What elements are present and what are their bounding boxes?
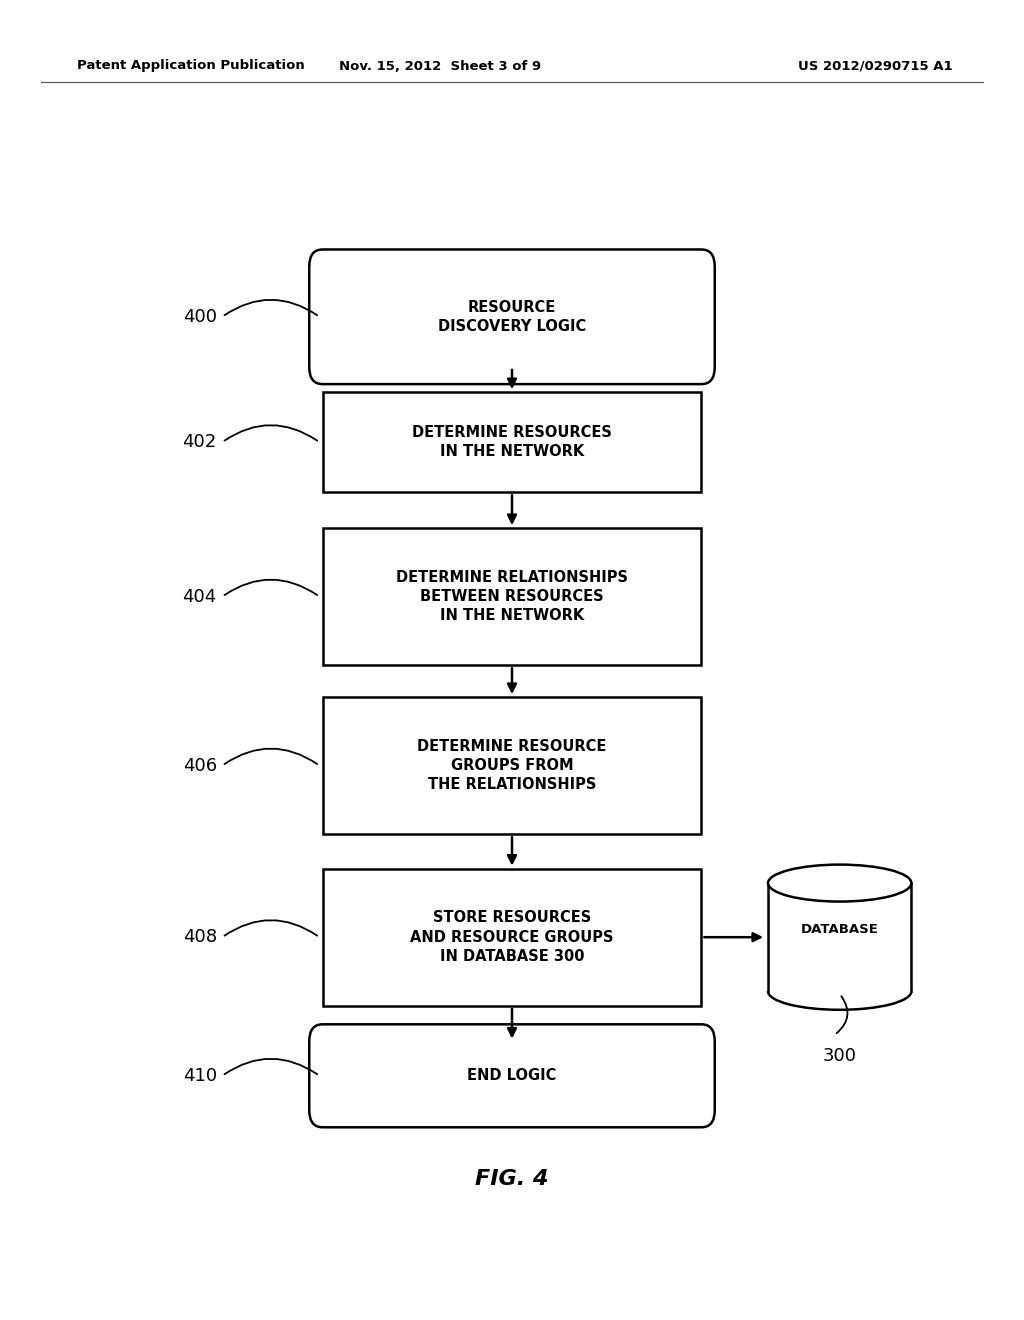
Text: FIG. 4: FIG. 4 (475, 1168, 549, 1189)
Text: 400: 400 (182, 308, 217, 326)
Text: 406: 406 (182, 756, 217, 775)
Text: DETERMINE RESOURCE
GROUPS FROM
THE RELATIONSHIPS: DETERMINE RESOURCE GROUPS FROM THE RELAT… (418, 739, 606, 792)
Bar (323, 697, 701, 834)
Text: DATABASE: DATABASE (801, 923, 879, 936)
Text: DETERMINE RESOURCES
IN THE NETWORK: DETERMINE RESOURCES IN THE NETWORK (412, 425, 612, 459)
Text: RESOURCE
DISCOVERY LOGIC: RESOURCE DISCOVERY LOGIC (438, 300, 586, 334)
FancyBboxPatch shape (309, 249, 715, 384)
Text: STORE RESOURCES
AND RESOURCE GROUPS
IN DATABASE 300: STORE RESOURCES AND RESOURCE GROUPS IN D… (411, 911, 613, 964)
Bar (323, 392, 701, 492)
Text: US 2012/0290715 A1: US 2012/0290715 A1 (798, 59, 952, 73)
FancyBboxPatch shape (309, 1024, 715, 1127)
Text: Patent Application Publication: Patent Application Publication (77, 59, 304, 73)
Ellipse shape (768, 865, 911, 902)
Text: END LOGIC: END LOGIC (467, 1068, 557, 1084)
Text: 300: 300 (822, 1047, 857, 1065)
Text: 404: 404 (182, 587, 217, 606)
Text: Nov. 15, 2012  Sheet 3 of 9: Nov. 15, 2012 Sheet 3 of 9 (339, 59, 542, 73)
Bar (323, 528, 701, 665)
Bar (768, 883, 911, 991)
Bar (323, 869, 701, 1006)
Text: DETERMINE RELATIONSHIPS
BETWEEN RESOURCES
IN THE NETWORK: DETERMINE RELATIONSHIPS BETWEEN RESOURCE… (396, 570, 628, 623)
Text: 408: 408 (182, 928, 217, 946)
Text: 410: 410 (182, 1067, 217, 1085)
Text: 402: 402 (182, 433, 217, 451)
